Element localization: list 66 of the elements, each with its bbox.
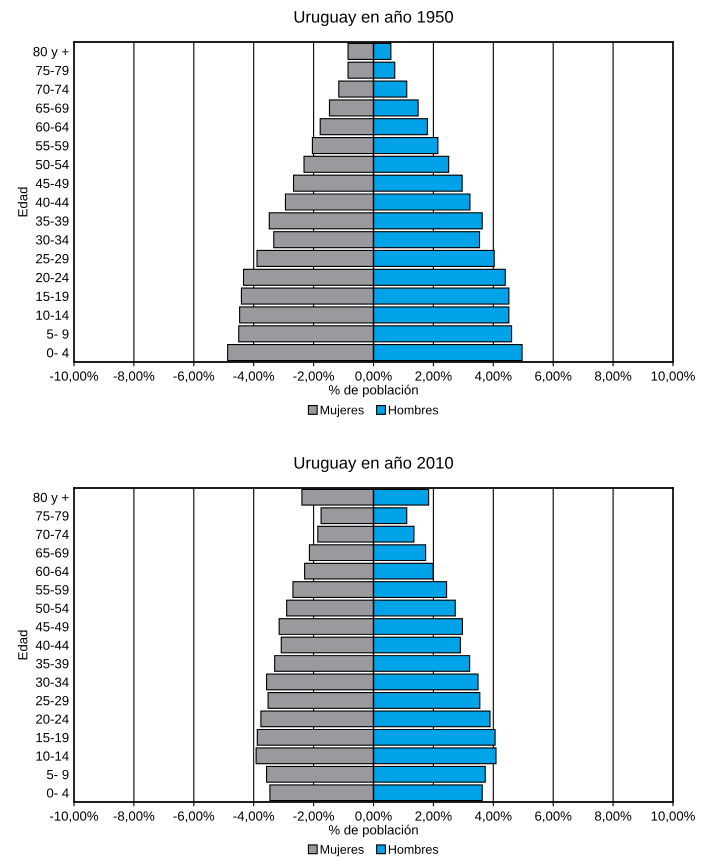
x-tick-label: -2,00% bbox=[293, 811, 334, 822]
x-tick-label: -10,00% bbox=[50, 371, 98, 382]
x-tick-label: 8,00% bbox=[594, 371, 632, 382]
y-tick-label: 20-24 bbox=[36, 272, 69, 282]
chart-title: Uruguay en año 2010 bbox=[294, 456, 454, 472]
y-tick-label: 10-14 bbox=[36, 310, 69, 320]
y-tick-label: 40-44 bbox=[36, 640, 69, 650]
legend-label: Mujeres bbox=[320, 405, 364, 417]
x-axis-title: % de población bbox=[328, 824, 418, 838]
y-tick-label: 20-24 bbox=[36, 714, 69, 724]
y-tick-label: 80 y + bbox=[33, 46, 68, 59]
x-tick-label: -4,00% bbox=[233, 811, 274, 822]
y-tick-label: 65-69 bbox=[36, 103, 69, 113]
y-tick-label: 5- 9 bbox=[46, 329, 69, 339]
x-tick-label: 10,00% bbox=[652, 811, 695, 822]
y-tick-label: 50-54 bbox=[36, 604, 69, 613]
legend-label: Hombres bbox=[388, 844, 438, 854]
x-axis-title: % de población bbox=[328, 384, 418, 398]
y-tick-label: 45-49 bbox=[36, 622, 69, 632]
x-tick-label: 4,00% bbox=[474, 811, 512, 822]
y-tick-label: 70-74 bbox=[36, 530, 69, 540]
x-tick-label: 6,00% bbox=[535, 371, 572, 382]
x-tick-label: 6,00% bbox=[535, 811, 572, 822]
y-tick-label: 70-74 bbox=[36, 84, 69, 94]
y-tick-label: 55-59 bbox=[36, 141, 69, 150]
y-tick-label: 15-19 bbox=[36, 292, 69, 302]
x-tick-label: 8,00% bbox=[594, 811, 632, 822]
y-tick-label: 35-39 bbox=[36, 216, 69, 226]
x-tick-label: -10,00% bbox=[50, 811, 98, 822]
legend-label: Mujeres bbox=[320, 844, 364, 856]
x-tick-label: 10,00% bbox=[652, 371, 695, 382]
y-tick-label: 30-34 bbox=[36, 678, 69, 687]
y-tick-label: 5- 9 bbox=[46, 770, 69, 780]
x-tick-label: 2,00% bbox=[415, 811, 452, 822]
x-tick-label: -8,00% bbox=[114, 811, 154, 822]
y-axis-title: Edad bbox=[18, 187, 28, 216]
x-tick-label: 2,00% bbox=[415, 371, 452, 382]
y-tick-label: 45-49 bbox=[36, 178, 69, 188]
chart-title: Uruguay en año 1950 bbox=[294, 10, 454, 26]
y-tick-label: 15-19 bbox=[36, 732, 69, 742]
x-tick-label: -6,00% bbox=[173, 811, 214, 822]
y-tick-label: 25-29 bbox=[36, 254, 69, 264]
y-tick-label: 10-14 bbox=[36, 751, 69, 761]
y-tick-label: 60-64 bbox=[36, 122, 69, 132]
y-tick-label: 75-79 bbox=[36, 66, 69, 76]
x-tick-label: -8,00% bbox=[114, 371, 154, 382]
y-tick-label: 30-34 bbox=[36, 235, 69, 245]
x-tick-label: -2,00% bbox=[293, 371, 334, 382]
y-tick-label: 25-29 bbox=[36, 696, 69, 706]
x-tick-label: 0,00% bbox=[355, 371, 392, 382]
x-tick-label: 0,00% bbox=[355, 811, 392, 822]
x-tick-label: -6,00% bbox=[173, 371, 214, 382]
y-tick-label: 65-69 bbox=[36, 548, 69, 558]
y-tick-label: 50-54 bbox=[36, 160, 69, 170]
y-tick-label: 0- 4 bbox=[46, 348, 69, 358]
y-tick-label: 0- 4 bbox=[46, 788, 69, 798]
y-tick-label: 75-79 bbox=[36, 511, 69, 521]
legend-label: Hombres bbox=[388, 405, 438, 414]
x-tick-label: -4,00% bbox=[233, 371, 274, 382]
y-axis-title: Edad bbox=[18, 630, 28, 660]
x-tick-label: 4,00% bbox=[474, 371, 512, 382]
y-tick-label: 60-64 bbox=[36, 566, 69, 576]
y-tick-label: 35-39 bbox=[36, 659, 69, 668]
y-tick-label: 40-44 bbox=[36, 198, 69, 207]
y-tick-label: 55-59 bbox=[36, 585, 69, 594]
y-tick-label: 80 y + bbox=[33, 492, 68, 505]
